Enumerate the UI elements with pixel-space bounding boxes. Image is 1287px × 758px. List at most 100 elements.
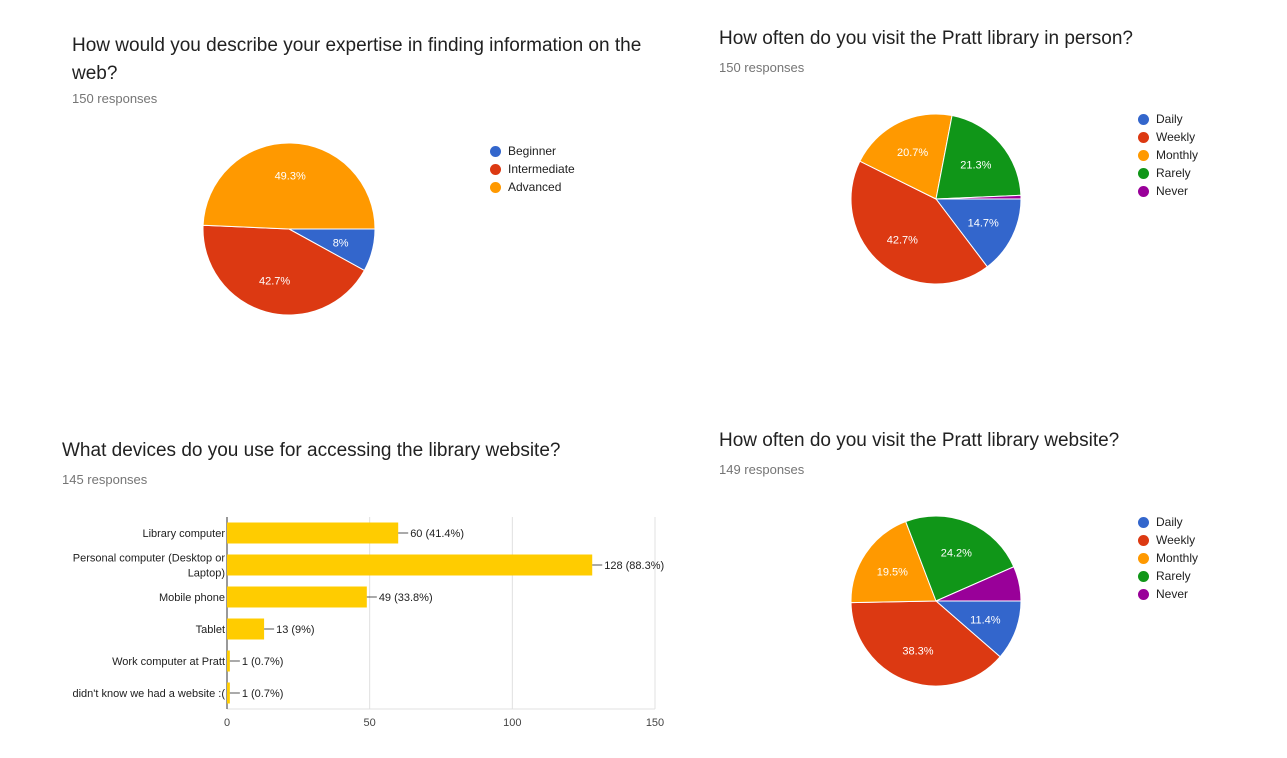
legend-item-beginner: Beginner <box>490 142 575 160</box>
legend-swatch <box>490 163 501 175</box>
legend-label: Monthly <box>1156 148 1199 162</box>
legend-label: Advanced <box>508 180 562 194</box>
expertise-responses: 150 responses <box>72 91 158 106</box>
bar-mobile-phone <box>227 586 367 608</box>
category-label: Library computer <box>142 528 225 540</box>
legend-label: Intermediate <box>508 162 575 176</box>
legend-swatch <box>490 181 501 193</box>
legend-label: Weekly <box>1156 130 1196 144</box>
legend-item-never: Never <box>1138 585 1198 603</box>
pie-slice-advanced <box>202 142 376 230</box>
visit-in-person-responses: 150 responses <box>719 60 805 75</box>
legend-swatch <box>1138 516 1149 528</box>
visit-website-responses: 149 responses <box>719 462 805 477</box>
pie-label-intermediate: 42.7% <box>259 275 290 287</box>
visit-in-person-title: How often do you visit the Pratt library… <box>719 28 1133 49</box>
pie-label-weekly: 38.3% <box>902 646 933 658</box>
legend-label: Daily <box>1156 515 1183 529</box>
visit-website-title: How often do you visit the Pratt library… <box>719 430 1120 451</box>
category-label: didn't know we had a website :( <box>72 688 225 700</box>
pie-label-weekly: 42.7% <box>887 235 918 247</box>
x-tick-label: 0 <box>224 717 230 729</box>
pie-label-daily: 14.7% <box>968 217 999 229</box>
devices-bar-chart: 0 50 100 150 60 (41.4%) Library computer 128 (… <box>72 517 664 729</box>
legend-swatch <box>1138 113 1149 125</box>
pie-slice-never <box>935 194 1022 200</box>
visit-in-person-legend: Daily Weekly Monthly Rarely Never <box>1138 110 1198 200</box>
pie-slice-intermediate <box>202 224 366 316</box>
pie-slice-never <box>935 566 1022 602</box>
legend-swatch <box>1138 149 1149 161</box>
expertise-pie: 8% 42.7% 49.3% <box>202 142 376 316</box>
legend-swatch <box>490 145 501 157</box>
legend-item-intermediate: Intermediate <box>490 160 575 178</box>
pie-slice-daily <box>934 198 1022 268</box>
legend-label: Never <box>1156 184 1189 198</box>
bar-value-label: 1 (0.7%) <box>242 656 284 668</box>
pie-slice-weekly <box>850 160 989 285</box>
legend-item-advanced: Advanced <box>490 178 575 196</box>
pie-slice-monthly <box>850 520 937 604</box>
pie-label-advanced: 49.3% <box>275 171 306 183</box>
devices-panel: What devices do you use for accessing th… <box>0 380 680 758</box>
pie-label-monthly: 20.7% <box>897 147 928 159</box>
pie-label-monthly: 19.5% <box>877 567 908 579</box>
bar-value-label: 13 (9%) <box>276 624 315 636</box>
x-tick-label: 50 <box>364 717 376 729</box>
legend-item-weekly: Weekly <box>1138 531 1198 549</box>
category-label: Work computer at Pratt <box>112 656 225 668</box>
visit-website-panel: How often do you visit the Pratt library… <box>660 380 1287 758</box>
bar-didn-t-know-we-had-a-website <box>227 682 230 704</box>
pie-slice-monthly <box>859 113 953 200</box>
bar-work-computer-at-pratt <box>227 650 230 672</box>
expertise-title: How would you describe your expertise in… <box>72 35 642 84</box>
pie-label-daily: 11.4% <box>970 614 1001 626</box>
pie-label-rarely: 24.2% <box>941 547 972 559</box>
category-label: Personal computer (Desktop or Laptop) <box>73 553 226 580</box>
legend-item-weekly: Weekly <box>1138 128 1198 146</box>
visit-in-person-pie: 14.7% 42.7% 20.7% 21.3% <box>850 113 1022 285</box>
visit-website-pie: 11.4% 38.3% 19.5% 24.2% <box>850 515 1022 687</box>
legend-label: Rarely <box>1156 166 1191 180</box>
bar-value-label: 49 (33.8%) <box>379 592 433 604</box>
visit-website-legend: Daily Weekly Monthly Rarely Never <box>1138 513 1198 603</box>
pie-slice-weekly <box>850 600 1001 687</box>
legend-swatch <box>1138 167 1149 179</box>
devices-responses: 145 responses <box>62 472 148 487</box>
x-tick-label: 150 <box>646 717 664 729</box>
pie-slice-rarely <box>935 114 1022 200</box>
bar-value-label: 128 (88.3%) <box>604 560 664 572</box>
bar-tablet <box>227 618 265 640</box>
bar-library-computer <box>227 522 399 544</box>
legend-swatch <box>1138 552 1149 564</box>
expertise-panel: How would you describe your expertise in… <box>0 0 660 380</box>
legend-swatch <box>1138 588 1149 600</box>
legend-label: Beginner <box>508 144 557 158</box>
legend-item-rarely: Rarely <box>1138 164 1198 182</box>
legend-item-daily: Daily <box>1138 513 1198 531</box>
x-tick-label: 100 <box>503 717 521 729</box>
legend-item-daily: Daily <box>1138 110 1198 128</box>
legend-item-rarely: Rarely <box>1138 567 1198 585</box>
legend-item-monthly: Monthly <box>1138 146 1198 164</box>
pie-label-rarely: 21.3% <box>960 160 991 172</box>
legend-swatch <box>1138 131 1149 143</box>
pie-slice-rarely <box>905 515 1015 602</box>
bar-personal-computer-desktop-or-laptop <box>227 554 593 576</box>
legend-label: Weekly <box>1156 533 1196 547</box>
legend-label: Monthly <box>1156 551 1199 565</box>
legend-swatch <box>1138 185 1149 197</box>
legend-swatch <box>1138 534 1149 546</box>
category-label: Mobile phone <box>159 592 225 604</box>
legend-label: Rarely <box>1156 569 1191 583</box>
category-label: Tablet <box>196 624 225 636</box>
expertise-legend: Beginner Intermediate Advanced <box>490 142 575 196</box>
visit-in-person-panel: How often do you visit the Pratt library… <box>660 0 1287 380</box>
legend-swatch <box>1138 570 1149 582</box>
legend-label: Daily <box>1156 112 1183 126</box>
devices-title: What devices do you use for accessing th… <box>62 440 561 461</box>
pie-label-beginner: 8% <box>333 237 349 249</box>
legend-label: Never <box>1156 587 1189 601</box>
legend-item-monthly: Monthly <box>1138 549 1198 567</box>
bar-value-label: 60 (41.4%) <box>410 528 464 540</box>
